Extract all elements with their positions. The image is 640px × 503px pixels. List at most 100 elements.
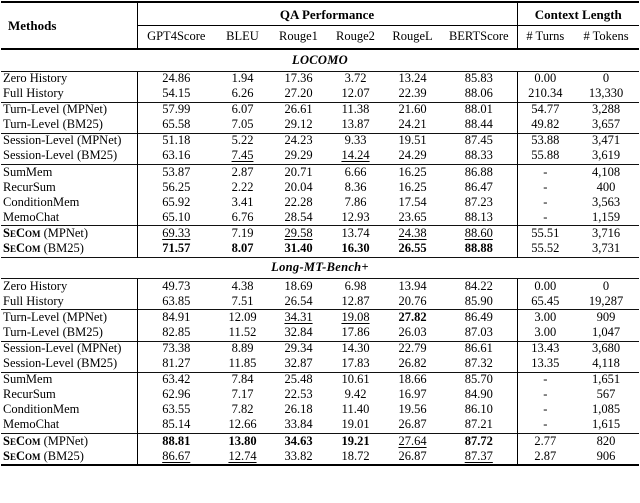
value-cell: 12.09 xyxy=(215,309,270,326)
value-cell: 51.18 xyxy=(136,132,215,149)
value-cell: 3,619 xyxy=(591,148,621,163)
value-cell: 6.76 xyxy=(231,209,254,224)
method-name: Full History xyxy=(3,294,64,308)
value-cell: - xyxy=(516,180,574,196)
results-table: Methods QA Performance Context Length GP… xyxy=(1,1,640,467)
value-cell: - xyxy=(516,418,574,434)
method-name: Zero History xyxy=(1,70,137,87)
method-name-smallcaps: SeCom xyxy=(3,241,41,256)
value-cell: 13.87 xyxy=(341,117,370,132)
value-cell: 22.28 xyxy=(284,194,313,209)
column-header-rouge1: Rouge1 xyxy=(270,25,327,50)
method-name: Turn-Level (BM25) xyxy=(3,325,103,339)
method-name: MemoChat xyxy=(3,210,60,224)
value-cell: 34.63 xyxy=(270,433,327,450)
subheader-row: GPT4Score BLEU Rouge1 Rouge2 RougeL BERTScore… xyxy=(1,25,640,50)
value-cell: 19.08 xyxy=(327,309,384,326)
method-name: SeCom (MPNet) xyxy=(1,433,137,450)
value-cell: 1,651 xyxy=(573,371,640,388)
value-cell: 84.91 xyxy=(136,309,215,326)
value-cell: 22.53 xyxy=(284,387,313,402)
value-cell: 55.52 xyxy=(516,241,574,258)
value-cell: 20.76 xyxy=(398,293,427,308)
value-cell: 24.38 xyxy=(384,225,441,242)
value-cell: 63.16 xyxy=(136,149,215,165)
value-cell: 19.51 xyxy=(384,132,441,149)
value-cell: 8.36 xyxy=(344,179,367,194)
method-name: MemoChat xyxy=(3,417,60,432)
value-cell: 7.45 xyxy=(231,148,254,163)
table-row-turn-level-bm25: Turn-Level (BM25) 65.58 7.05 29.12 13.87 24.2… xyxy=(1,118,639,134)
value-cell: 12.87 xyxy=(341,293,370,308)
value-cell: 84.90 xyxy=(464,387,493,402)
value-cell: 25.48 xyxy=(270,371,327,388)
section-title: LOCOMO xyxy=(1,48,640,72)
value-cell: 12.74 xyxy=(228,448,257,463)
value-cell: 88.60 xyxy=(441,225,518,242)
value-cell: 85.14 xyxy=(136,418,215,434)
value-cell: 63.55 xyxy=(136,403,215,418)
value-cell: 55.88 xyxy=(516,149,574,165)
value-cell: 3,716 xyxy=(573,225,640,242)
value-cell: 88.13 xyxy=(464,209,493,224)
value-cell: 26.82 xyxy=(398,356,427,371)
table-row-session-level-bm25: Session-Level (BM25) 63.16 7.45 29.29 14.24 2… xyxy=(1,149,639,165)
method-name: Turn-Level (BM25) xyxy=(3,117,103,132)
method-name: Zero History xyxy=(1,278,137,295)
value-cell: 16.25 xyxy=(398,179,427,194)
value-cell: 13.43 xyxy=(516,340,574,357)
method-name-smallcaps: SeCom xyxy=(3,225,41,240)
value-cell: 16.30 xyxy=(341,241,370,256)
table-header: Methods QA Performance Context Length GP… xyxy=(1,2,640,50)
value-cell: 13.24 xyxy=(384,70,441,87)
value-cell: 32.87 xyxy=(284,356,313,371)
table-row-conditionmem: ConditionMem 65.92 3.41 22.28 7.86 17.54 87.23… xyxy=(1,194,639,211)
method-name-smallcaps: SeCom xyxy=(3,433,41,448)
section-title: Long-MT-Bench+ xyxy=(1,256,640,280)
table-row-session-level-mpnet: Session-Level (MPNet) 73.38 8.89 29.34 14.30… xyxy=(1,340,640,357)
value-cell: - xyxy=(516,387,574,403)
value-cell: 87.23 xyxy=(464,194,493,209)
value-cell: 24.29 xyxy=(398,148,427,163)
value-cell: - xyxy=(516,164,574,181)
value-cell: 87.37 xyxy=(464,448,493,463)
table-row-zero-history: Zero History 49.73 4.38 18.69 6.98 13.94 84.22… xyxy=(1,278,640,295)
value-cell: 29.58 xyxy=(270,225,327,242)
value-cell: 88.88 xyxy=(464,241,493,256)
value-cell: 26.61 xyxy=(270,101,327,118)
value-cell: 88.33 xyxy=(464,148,493,163)
value-cell: 4.38 xyxy=(215,278,270,295)
value-cell: 19.01 xyxy=(341,417,370,432)
method-name: Full History xyxy=(3,86,64,101)
value-cell: 820 xyxy=(573,433,640,450)
value-cell: 3.00 xyxy=(516,325,574,341)
value-cell: 26.55 xyxy=(398,241,427,256)
value-cell: 22.79 xyxy=(384,340,441,357)
method-name: Session-Level (BM25) xyxy=(3,356,118,371)
table-row-turn-level-mpnet: Turn-Level (MPNet) 57.99 6.07 26.61 11.38 21.… xyxy=(1,101,640,118)
value-cell: 88.01 xyxy=(441,101,518,118)
column-header-methods: Methods xyxy=(1,2,137,50)
value-cell: 55.51 xyxy=(516,225,574,242)
value-cell: 4,108 xyxy=(573,164,640,181)
value-cell: 7.17 xyxy=(231,387,254,402)
method-name: ConditionMem xyxy=(3,402,80,417)
value-cell: 3,563 xyxy=(591,194,621,209)
column-header-bleu: BLEU xyxy=(215,25,270,50)
value-cell: 28.54 xyxy=(284,209,313,224)
value-cell: 3,288 xyxy=(573,101,640,118)
value-cell: 24.23 xyxy=(270,132,327,149)
value-cell: 7.51 xyxy=(231,293,254,308)
value-cell: 16.97 xyxy=(398,387,427,402)
value-cell: 6.07 xyxy=(215,101,270,118)
value-cell: 54.77 xyxy=(516,101,574,118)
value-cell: 65.10 xyxy=(136,210,215,226)
value-cell: 87.45 xyxy=(441,132,518,149)
value-cell: 62.96 xyxy=(136,387,215,403)
value-cell: 17.54 xyxy=(398,194,427,209)
column-header-rouge2: Rouge2 xyxy=(327,25,384,50)
table-body: LOCOMO Zero History 24.86 1.94 17.36 3.72 13.2… xyxy=(1,48,640,466)
value-cell: 12.66 xyxy=(228,417,257,432)
value-cell: 8.89 xyxy=(215,340,270,357)
value-cell: 31.40 xyxy=(284,241,313,256)
